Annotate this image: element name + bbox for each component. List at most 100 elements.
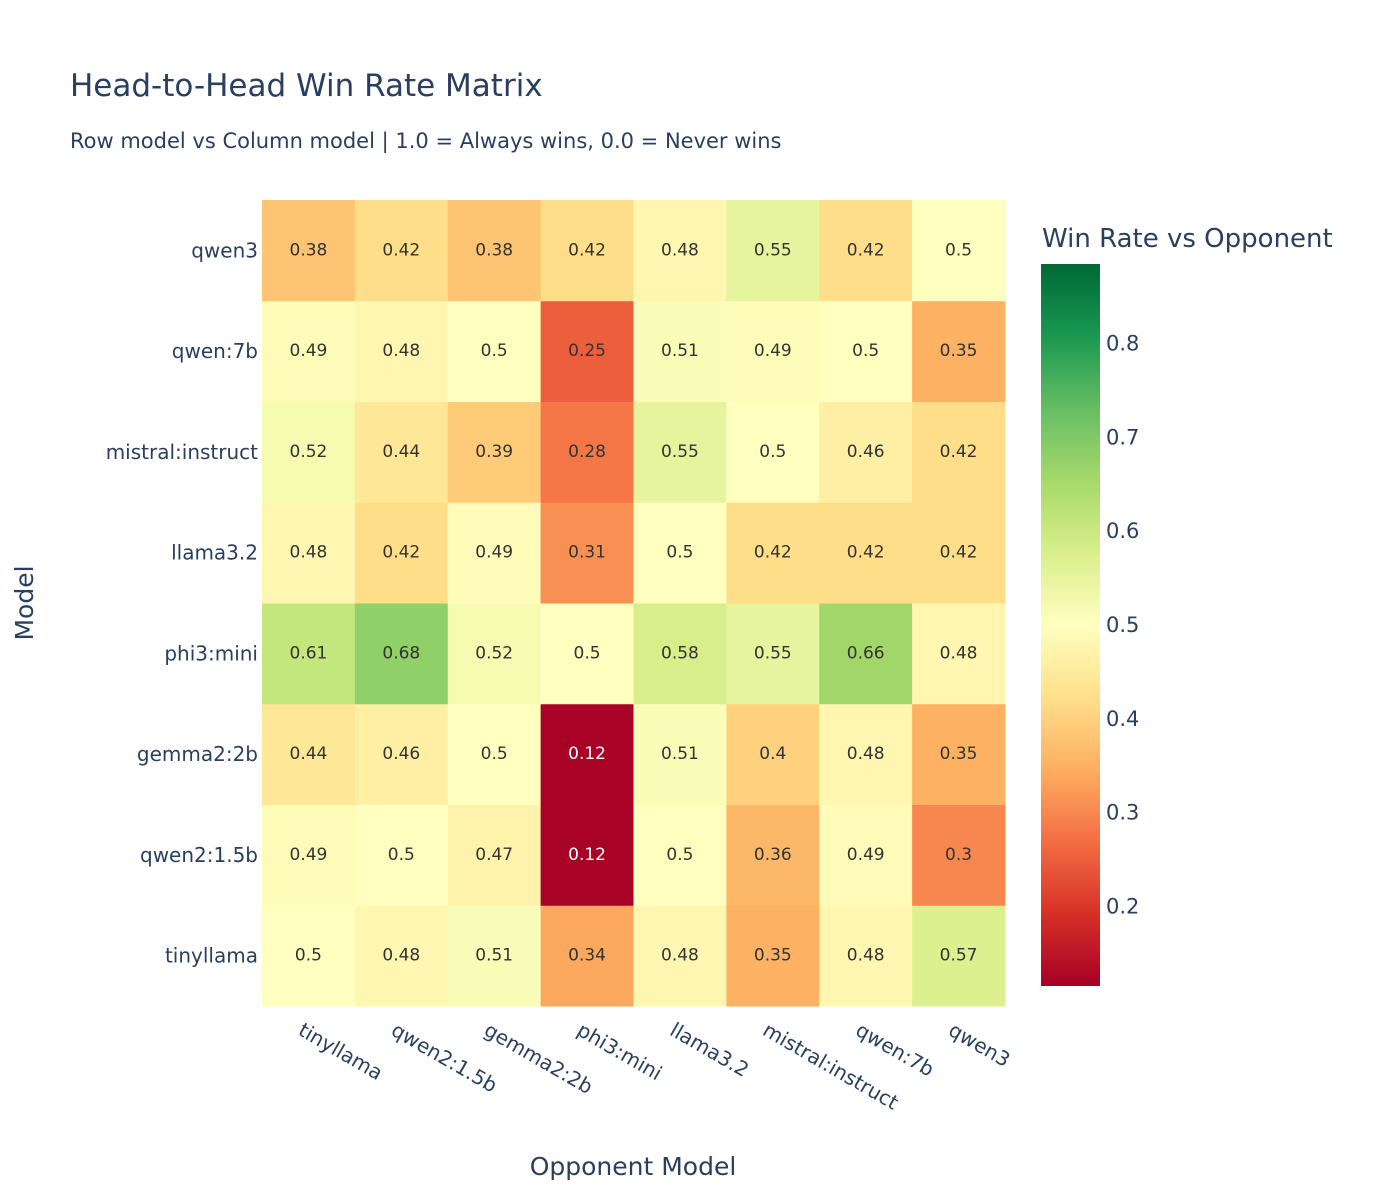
cell-value-label: 0.44 [382,442,420,462]
cell-value-label: 0.49 [754,341,792,361]
heatmap-cell [354,401,449,503]
cell-value-label: 0.51 [661,341,699,361]
x-tick-label: qwen3 [945,1018,1015,1072]
cell-value-label: 0.42 [754,543,792,563]
cell-value-label: 0.48 [661,240,699,260]
cell-value-label: 0.48 [940,643,978,663]
heatmap-cell [447,703,542,805]
heatmap-cell [447,200,542,302]
heatmap-cell [262,804,356,906]
heatmap-cell [633,502,727,604]
cell-value-label: 0.5 [388,845,415,865]
cell-value-label: 0.52 [475,643,513,663]
cell-value-label: 0.25 [568,341,606,361]
heatmap-cell [447,804,542,906]
cell-value-label: 0.55 [661,442,699,462]
colorbar-tick-label: 0.7 [1106,425,1139,449]
heatmap-cell [262,502,356,604]
y-tick-label: tinyllama [165,944,258,968]
cell-value-label: 0.28 [568,442,606,462]
heatmap-cell [726,905,820,1007]
cell-value-label: 0.34 [568,946,606,966]
colorbar-tick-label: 0.6 [1106,519,1139,543]
cell-value-label: 0.49 [290,341,328,361]
colorbar-tick-label: 0.5 [1106,613,1139,637]
heatmap-cell [819,603,913,705]
heatmap-cell [912,603,1006,705]
heatmap-cell [819,905,913,1007]
heatmap-cell [633,300,727,402]
cell-value-label: 0.58 [661,643,699,663]
cell-value-label: 0.42 [940,442,978,462]
heatmap-cell [447,401,542,503]
chart-title: Head-to-Head Win Rate Matrix [70,68,543,104]
y-tick-label: llama3.2 [171,541,258,565]
colorbar-tick-label: 0.4 [1106,707,1139,731]
x-tick-label: tinyllama [294,1018,387,1085]
cell-value-label: 0.66 [847,643,885,663]
colorbar [1041,264,1100,986]
heatmap-cell [540,603,634,705]
cell-value-label: 0.5 [666,845,693,865]
y-tick-label: mistral:instruct [106,440,258,464]
heatmap-cell [726,200,820,302]
cell-value-label: 0.5 [852,341,879,361]
cell-value-label: 0.12 [568,845,606,865]
cell-value-label: 0.46 [847,442,885,462]
cell-value-label: 0.5 [759,442,786,462]
cell-value-label: 0.44 [290,744,328,764]
heatmap-cell [633,200,727,302]
cell-value-label: 0.48 [382,341,420,361]
x-axis-title: Opponent Model [530,1152,737,1181]
cell-value-label: 0.3 [945,845,972,865]
heatmap-cell [540,300,634,402]
heatmap-cell [912,703,1006,805]
cell-value-label: 0.31 [568,543,606,563]
heatmap-cell [354,200,449,302]
cell-value-label: 0.42 [382,240,420,260]
cell-value-label: 0.55 [754,240,792,260]
heatmap-cell [726,804,820,906]
heatmap-cell [633,703,727,805]
colorbar-tick-label: 0.3 [1106,801,1139,825]
colorbar-title: Win Rate vs Opponent [1042,224,1333,254]
cell-value-label: 0.49 [475,543,513,563]
cell-value-label: 0.35 [754,946,792,966]
y-axis-title: Model [10,565,39,640]
heatmap-cell [819,804,913,906]
heatmap-cell [912,300,1006,402]
cell-value-label: 0.35 [940,341,978,361]
heatmap-cell [819,703,913,805]
cell-value-label: 0.61 [290,643,328,663]
heatmap-cell [726,703,820,805]
heatmap-cell [262,300,356,402]
cell-value-label: 0.38 [290,240,328,260]
cell-value-label: 0.48 [661,946,699,966]
heatmap-cell [447,603,542,705]
heatmap-cell [912,502,1006,604]
cell-value-label: 0.42 [847,240,885,260]
colorbar-tick-label: 0.2 [1106,894,1139,918]
heatmap-cell [354,603,449,705]
heatmap-cell [540,200,634,302]
heatmap-cell [912,200,1006,302]
cell-value-label: 0.52 [290,442,328,462]
heatmap-cell [540,401,634,503]
cell-value-label: 0.5 [945,240,972,260]
heatmap-cell [354,905,449,1007]
heatmap-cell [540,804,634,906]
cell-value-label: 0.5 [666,543,693,563]
heatmap-cell [726,300,820,402]
cell-value-label: 0.57 [940,946,978,966]
cell-value-label: 0.35 [940,744,978,764]
heatmap-cell [633,804,727,906]
heatmap-cell [633,603,727,705]
cell-value-label: 0.42 [940,543,978,563]
y-tick-label: qwen2:1.5b [140,843,258,867]
heatmap-cell [354,300,449,402]
heatmap-cell [912,401,1006,503]
heatmap-cell [633,905,727,1007]
heatmap-cell [912,905,1006,1007]
